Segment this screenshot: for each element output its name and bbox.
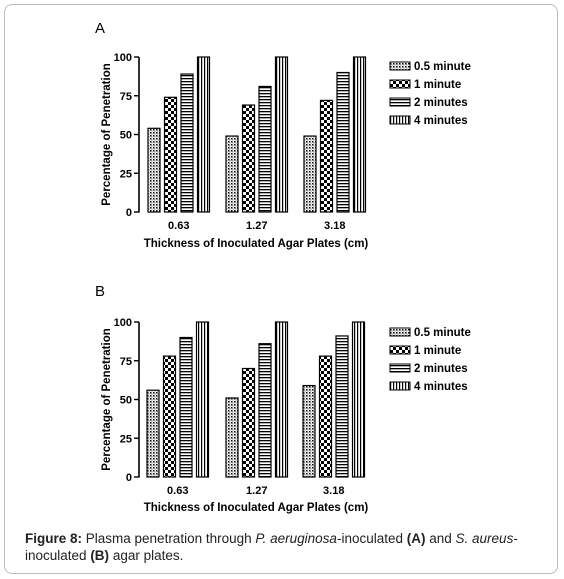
bar [335, 335, 349, 478]
bar [225, 397, 239, 478]
y-axis-label: Percentage of Penetration [101, 63, 113, 206]
bar [241, 104, 256, 213]
legend-swatch [389, 79, 411, 89]
legend-entry: 4 minutes [414, 115, 468, 127]
bar [147, 127, 161, 213]
x-axis-label: Thickness of Inoculated Agar Plates (cm) [144, 238, 369, 250]
bar [351, 321, 366, 478]
y-tick-label: 100 [114, 317, 132, 329]
bar [274, 56, 289, 213]
bar [225, 135, 239, 213]
y-tick-label: 75 [120, 91, 132, 103]
y-tick-label: 50 [120, 395, 132, 407]
x-tick-label: 3.18 [324, 220, 345, 232]
y-tick-label: 75 [120, 356, 132, 368]
bar [258, 343, 272, 478]
caption-label: Figure 8: [25, 531, 83, 546]
bar [302, 384, 316, 478]
y-tick-label: 25 [120, 168, 132, 180]
caption-organism-2: S. aureus [455, 531, 514, 546]
bar [241, 367, 256, 478]
y-tick-label: 100 [114, 52, 132, 64]
legend-entry: 1 minute [414, 345, 461, 357]
legend-swatch [389, 97, 411, 107]
legend-entry: 4 minutes [414, 381, 468, 393]
legend-swatch [389, 345, 411, 355]
caption-text: and [425, 531, 456, 546]
x-axis-label: Thickness of Inoculated Agar Plates (cm) [144, 502, 369, 514]
y-tick-label: 25 [120, 433, 132, 445]
bar [163, 96, 178, 213]
legend-swatch [389, 327, 411, 337]
bar [319, 99, 334, 213]
legend-entry: 2 minutes [414, 97, 468, 109]
legend-entry: 2 minutes [414, 363, 468, 375]
x-tick-label: 0.63 [168, 220, 189, 232]
panel-label: A [95, 20, 105, 37]
x-tick-label: 1.27 [246, 485, 267, 497]
caption-text: -inoculated [25, 531, 518, 563]
panel-label: B [95, 283, 105, 300]
legend-swatch [389, 61, 411, 71]
bar [195, 321, 210, 478]
y-tick-label: 0 [126, 472, 132, 484]
x-tick-label: 0.63 [167, 485, 188, 497]
caption-panel-a-ref: (A) [406, 531, 426, 546]
caption-text: -inoculated [336, 531, 407, 546]
bar [196, 56, 211, 213]
legend-swatch [389, 381, 411, 391]
bar [180, 73, 194, 213]
legend-swatch [389, 363, 411, 373]
bar [179, 336, 193, 478]
bar [352, 56, 367, 213]
bar [303, 135, 317, 213]
caption-organism-1: P. aeruginosa [255, 531, 337, 546]
y-tick-label: 0 [126, 207, 132, 219]
x-tick-label: 1.27 [246, 220, 267, 232]
y-tick-label: 50 [120, 130, 132, 142]
bar [258, 85, 272, 213]
legend-entry: 0.5 minute [414, 327, 471, 339]
bar [318, 355, 333, 478]
caption-panel-b-ref: (B) [90, 548, 110, 563]
caption-text: agar plates. [109, 548, 184, 563]
figure-caption: Figure 8: Plasma penetration through P. … [25, 530, 545, 564]
bar [336, 71, 350, 213]
legend-swatch [389, 115, 411, 125]
bar [274, 321, 289, 478]
legend-entry: 1 minute [414, 79, 461, 91]
legend-entry: 0.5 minute [414, 61, 471, 73]
x-tick-label: 3.18 [323, 485, 344, 497]
bar [146, 389, 160, 478]
bar [162, 355, 177, 478]
caption-text: Plasma penetration through [82, 531, 256, 546]
y-axis-label: Percentage of Penetration [101, 328, 113, 471]
